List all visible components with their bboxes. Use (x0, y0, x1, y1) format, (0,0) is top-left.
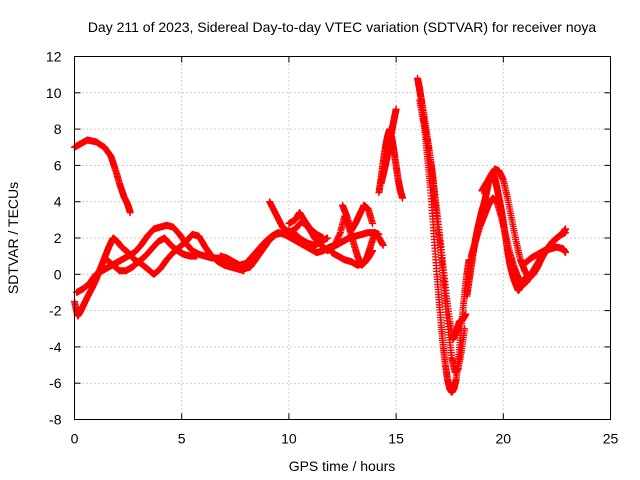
y-tick-label: 4 (54, 194, 62, 210)
series-arc-8 (328, 247, 376, 269)
y-tick-label: 12 (46, 49, 62, 65)
plot-frame (74, 56, 611, 420)
series-arc-7 (285, 209, 327, 242)
data-marker-arc-8 (328, 247, 376, 269)
y-axis-label: SDTVAR / TECUs (5, 182, 21, 294)
data-marker-arc-14 (416, 96, 469, 376)
x-axis-label: GPS time / hours (289, 458, 396, 474)
x-tick-label: 25 (603, 431, 619, 447)
data-marker-arc-9 (339, 201, 376, 235)
x-tick-label: 20 (496, 431, 512, 447)
y-tick-label: -8 (49, 412, 62, 428)
series-arc-11 (377, 105, 400, 187)
x-tick-label: 5 (178, 431, 186, 447)
chart-title: Day 211 of 2023, Sidereal Day-to-day VTE… (88, 19, 597, 35)
y-tick-labels: -8 -6 -4 -2 0 2 4 6 8 10 12 (46, 49, 62, 428)
y-tick-label: 10 (46, 85, 62, 101)
series-arc-4 (103, 234, 201, 275)
x-tick-label: 0 (71, 431, 79, 447)
x-tick-label: 10 (281, 431, 297, 447)
series-arc-18 (521, 243, 569, 267)
data-points (71, 74, 569, 396)
y-tick-label: 6 (54, 157, 62, 173)
y-tick-label: -4 (49, 339, 62, 355)
series-arc-9 (339, 201, 376, 235)
x-tick-label: 15 (388, 431, 404, 447)
y-tick-label: -6 (49, 375, 62, 391)
y-tick-label: 2 (54, 230, 62, 246)
y-tick-label: 0 (54, 266, 62, 282)
series-arc-14 (416, 96, 469, 376)
data-marker-arc-18 (521, 243, 569, 267)
data-marker-arc-4 (103, 234, 201, 275)
y-tick-label: -2 (49, 303, 62, 319)
data-marker-arc-7 (285, 209, 327, 242)
y-tick-label: 8 (54, 121, 62, 137)
data-marker-arc-11 (377, 105, 400, 187)
x-tick-labels: 0 5 10 15 20 25 (71, 431, 619, 447)
